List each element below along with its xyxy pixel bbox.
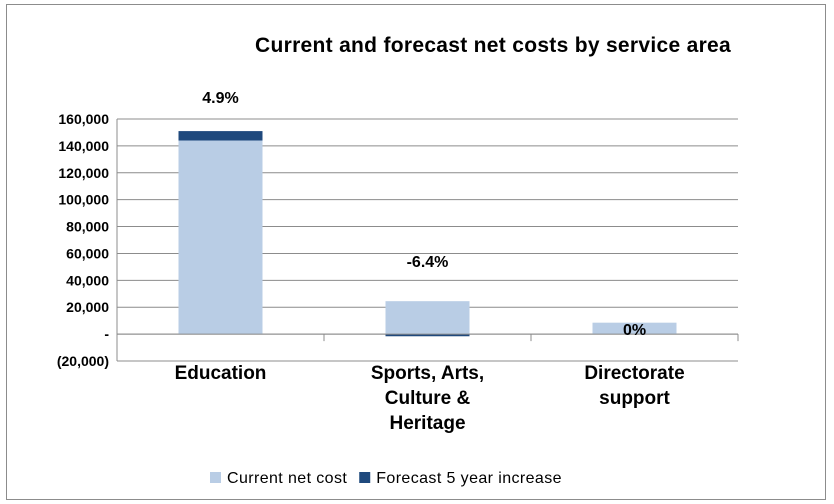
legend: Current net cost Forecast 5 year increase xyxy=(210,470,562,487)
chart-frame: Current and forecast net costs by servic… xyxy=(6,4,826,500)
bar-current-net-cost xyxy=(592,322,677,335)
data-labels: 4.9% -6.4% 0% xyxy=(202,90,646,339)
x-axis-category-labels: Education Sports, Arts, Culture & Heritage D… xyxy=(175,363,685,434)
legend-swatch xyxy=(359,472,371,483)
y-tick-label: - xyxy=(104,326,109,342)
legend-swatch xyxy=(210,472,221,483)
y-tick-label: 80,000 xyxy=(66,219,109,235)
data-label: 4.9% xyxy=(202,90,238,107)
y-axis-tick-labels: 160,000 140,000 120,000 100,000 80,000 60,000… xyxy=(57,111,109,369)
chart-svg: Current and forecast net costs by servic… xyxy=(57,34,739,487)
y-tick-label: 100,000 xyxy=(58,192,109,208)
y-tick-label: 120,000 xyxy=(58,165,109,181)
x-category-label: Culture & xyxy=(385,388,471,409)
data-label: -6.4% xyxy=(407,254,449,271)
y-tick-label: 20,000 xyxy=(66,299,109,315)
x-category-label: Directorate xyxy=(584,363,684,384)
y-tick-label: 140,000 xyxy=(58,138,109,154)
y-tick-label: 40,000 xyxy=(66,272,109,288)
legend-label: Current net cost xyxy=(227,470,347,487)
bar-current-net-cost xyxy=(385,301,470,335)
legend-label: Forecast 5 year increase xyxy=(376,470,562,487)
y-tick-label: 160,000 xyxy=(58,111,109,127)
y-tick-label: (20,000) xyxy=(57,353,109,369)
x-category-label: Heritage xyxy=(389,413,465,434)
x-category-label: support xyxy=(599,388,670,409)
bar-forecast-increase xyxy=(178,131,263,141)
x-category-label: Education xyxy=(175,363,267,384)
y-tick-label: 60,000 xyxy=(66,245,109,261)
x-category-label: Sports, Arts, xyxy=(371,363,484,384)
axes xyxy=(116,119,739,361)
bars xyxy=(178,131,677,337)
chart-title: Current and forecast net costs by servic… xyxy=(255,34,731,57)
bar-forecast-increase xyxy=(385,334,470,337)
data-label: 0% xyxy=(623,322,646,339)
bar-current-net-cost xyxy=(178,140,263,335)
